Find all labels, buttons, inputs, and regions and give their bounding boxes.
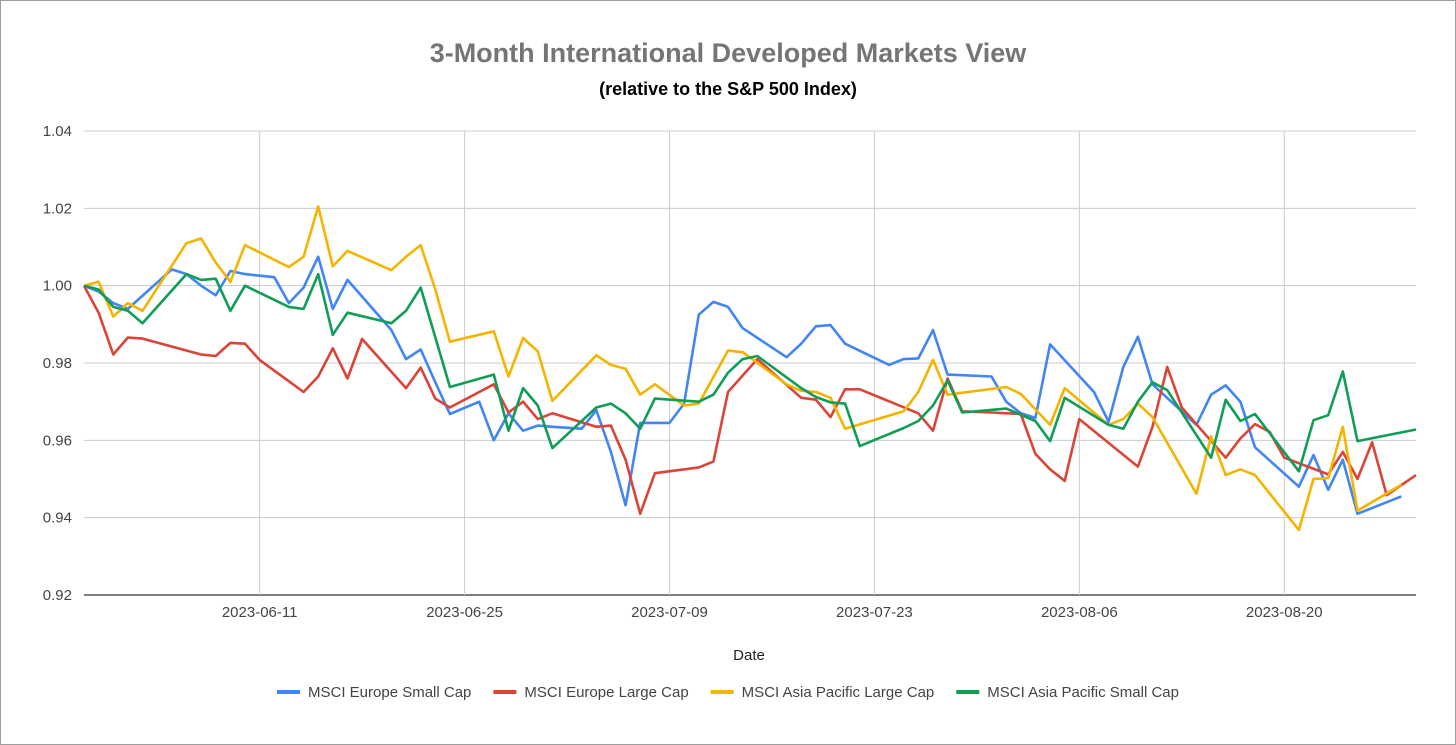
y-tick-label: 0.92 xyxy=(43,587,72,604)
x-axis-label: Date xyxy=(733,647,765,664)
legend-swatch xyxy=(493,690,517,694)
legend: MSCI Europe Small Cap MSCI Europe Large C… xyxy=(277,684,1179,701)
y-tick-label: 0.94 xyxy=(43,510,72,527)
chart-title: 3-Month International Developed Markets … xyxy=(430,38,1028,68)
legend-swatch xyxy=(956,690,980,694)
series-line-msci-europe-small-cap xyxy=(83,255,1402,516)
series-line-msci-europe-large-cap xyxy=(82,285,1417,516)
legend-label: MSCI Asia Pacific Small Cap xyxy=(987,684,1179,701)
x-tick-label: 2023-07-23 xyxy=(836,604,913,621)
y-tick-label: 0.98 xyxy=(43,355,72,372)
legend-label: MSCI Europe Small Cap xyxy=(308,684,471,701)
x-tick-label: 2023-06-25 xyxy=(426,604,503,621)
legend-item: MSCI Europe Small Cap xyxy=(277,684,471,701)
legend-label: MSCI Europe Large Cap xyxy=(524,684,688,701)
y-tick-label: 0.96 xyxy=(43,432,72,449)
legend-item: MSCI Europe Large Cap xyxy=(493,684,689,701)
y-tick-label: 1.00 xyxy=(43,278,72,295)
y-tick-label: 1.02 xyxy=(43,200,72,217)
y-axis-ticks: 0.92 0.94 0.96 0.98 1.00 1.02 1.04 xyxy=(43,123,72,604)
legend-label: MSCI Asia Pacific Large Cap xyxy=(742,684,935,701)
x-axis-ticks: 2023-06-11 2023-06-25 2023-07-09 2023-07-23… xyxy=(222,604,1323,621)
x-tick-label: 2023-07-09 xyxy=(631,604,708,621)
legend-swatch xyxy=(710,690,734,694)
series-line-msci-asia-pacific-large-cap xyxy=(83,205,1403,532)
x-tick-label: 2023-08-20 xyxy=(1246,604,1323,621)
series-line-msci-asia-pacific-small-cap xyxy=(83,272,1417,473)
x-tick-label: 2023-06-11 xyxy=(222,604,298,621)
y-tick-label: 1.04 xyxy=(43,123,72,140)
series-lines xyxy=(82,205,1417,532)
legend-item: MSCI Asia Pacific Large Cap xyxy=(710,684,935,701)
chart-subtitle: (relative to the S&P 500 Index) xyxy=(599,79,857,99)
legend-item: MSCI Asia Pacific Small Cap xyxy=(956,684,1179,701)
legend-swatch xyxy=(277,690,300,694)
x-tick-label: 2023-08-06 xyxy=(1041,604,1118,621)
gridlines xyxy=(84,130,1416,596)
